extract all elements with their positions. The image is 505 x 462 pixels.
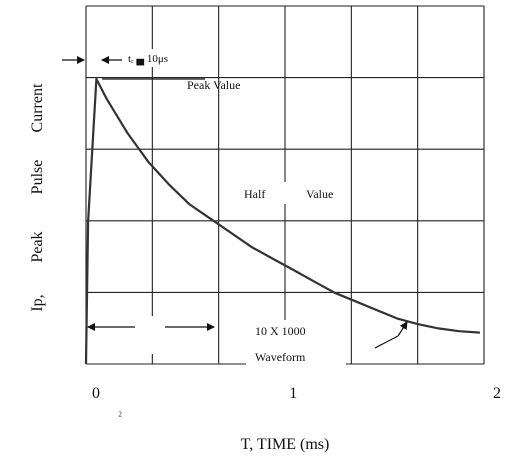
waveform-pointer-line: [374, 335, 399, 349]
peak-value-label: Peak Value: [187, 78, 240, 92]
waveform-label-line1: 10 X 1000: [255, 324, 306, 338]
y-axis-word-peak: Peak: [29, 231, 46, 262]
y-axis-word-ip: Ip,: [29, 294, 46, 311]
axis-label-layer: Current Pulse Peak Ip, T, TIME (ms) ₂: [29, 83, 329, 453]
x-tick-label: 2: [493, 385, 501, 402]
x-tick-label: 1: [289, 385, 297, 402]
tick-layer: 0 1 2: [92, 385, 501, 402]
rise-time-label: tᵣ ▄ 10μs: [128, 53, 168, 66]
x-axis-label: T, TIME (ms): [241, 436, 330, 453]
y-axis-word-pulse: Pulse: [29, 160, 46, 195]
rise-time-label-bg: [124, 49, 172, 67]
waveform-label-bg: [246, 320, 346, 370]
stray-mark: ₂: [118, 403, 122, 417]
y-axis-word-current: Current: [29, 83, 46, 132]
value-label: Value: [306, 187, 333, 201]
waveform-pointer-arrow: [397, 321, 408, 337]
x-tick-label: 0: [92, 385, 100, 402]
half-label: Half: [244, 187, 265, 201]
duration-gap-bg: [136, 316, 165, 354]
annotation-layer: tᵣ ▄ 10μs Peak Value Half Value 10 X 100…: [62, 49, 408, 370]
half-value-label-bg: [240, 182, 350, 204]
waveform-label-line2: Waveform: [255, 350, 306, 364]
